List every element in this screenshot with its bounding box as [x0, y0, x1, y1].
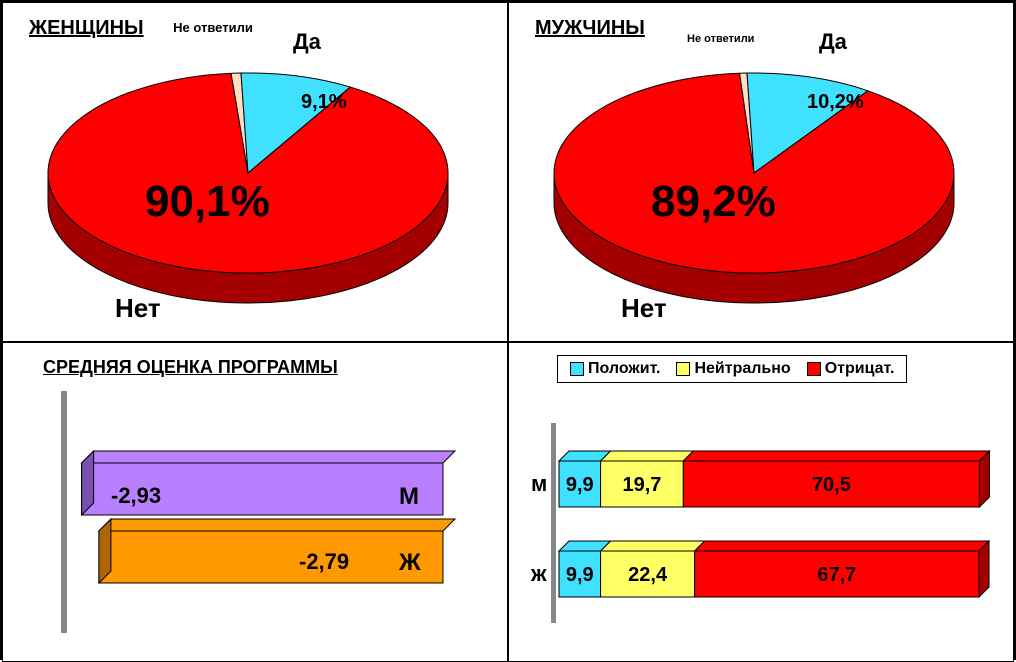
- pie-women-chart: [3, 3, 508, 341]
- chart-grid: ЖЕНЩИНЫ Не ответили Да 9,1% 90,1% Нет МУ…: [0, 0, 1016, 660]
- avg-bar-f-value: -2,79: [299, 549, 349, 575]
- stacked-cat-f: ж: [531, 561, 547, 587]
- pie-men-chart: [509, 3, 1014, 341]
- pie-men-panel: МУЖЧИНЫ Не ответили Да 10,2% 89,2% Нет: [508, 2, 1014, 342]
- svg-text:70,5: 70,5: [812, 474, 851, 496]
- svg-text:67,7: 67,7: [817, 564, 856, 586]
- stacked-cat-m: м: [531, 471, 547, 497]
- pie-women-value-no: 90,1%: [145, 177, 270, 227]
- avg-rating-chart: [3, 343, 508, 661]
- legend-label-neutral: Нейтрально: [694, 360, 790, 378]
- pie-women-value-yes: 9,1%: [301, 91, 347, 114]
- pie-men-label-no: Нет: [621, 293, 667, 324]
- pie-women-panel: ЖЕНЩИНЫ Не ответили Да 9,1% 90,1% Нет: [2, 2, 508, 342]
- stacked-panel: Положит. Нейтрально Отрицат. 9,9 19,7 70,5…: [508, 342, 1014, 662]
- avg-bar-f-label: Ж: [399, 549, 421, 577]
- avg-bar-m-value: -2,93: [111, 483, 161, 509]
- legend-swatch-negative: [807, 362, 821, 376]
- pie-men-value-no: 89,2%: [651, 177, 776, 227]
- pie-women-label-no: Нет: [115, 293, 161, 324]
- pie-men-label-na: Не ответили: [687, 33, 754, 45]
- pie-men-value-yes: 10,2%: [807, 91, 864, 114]
- avg-bar-m-label: М: [399, 483, 419, 511]
- legend-label-negative: Отрицат.: [825, 360, 895, 378]
- legend-swatch-positive: [570, 362, 584, 376]
- pie-women-label-na: Не ответили: [173, 21, 253, 35]
- legend-swatch-neutral: [676, 362, 690, 376]
- avg-rating-title: СРЕДНЯЯ ОЦЕНКА ПРОГРАММЫ: [43, 357, 338, 378]
- svg-text:9,9: 9,9: [566, 474, 594, 496]
- svg-text:9,9: 9,9: [566, 564, 594, 586]
- avg-rating-panel: СРЕДНЯЯ ОЦЕНКА ПРОГРАММЫ -2,93 М -2,79 Ж: [2, 342, 508, 662]
- stacked-chart: 9,9 19,7 70,5 9,9 22,4 67,7: [509, 343, 1014, 661]
- legend-item-neutral: Нейтрально: [676, 360, 790, 378]
- svg-text:22,4: 22,4: [628, 564, 668, 586]
- svg-text:19,7: 19,7: [622, 474, 661, 496]
- pie-women-label-yes: Да: [293, 29, 321, 55]
- legend-label-positive: Положит.: [588, 360, 660, 378]
- stacked-legend: Положит. Нейтрально Отрицат.: [557, 355, 907, 383]
- legend-item-positive: Положит.: [570, 360, 660, 378]
- pie-men-label-yes: Да: [819, 29, 847, 55]
- legend-item-negative: Отрицат.: [807, 360, 895, 378]
